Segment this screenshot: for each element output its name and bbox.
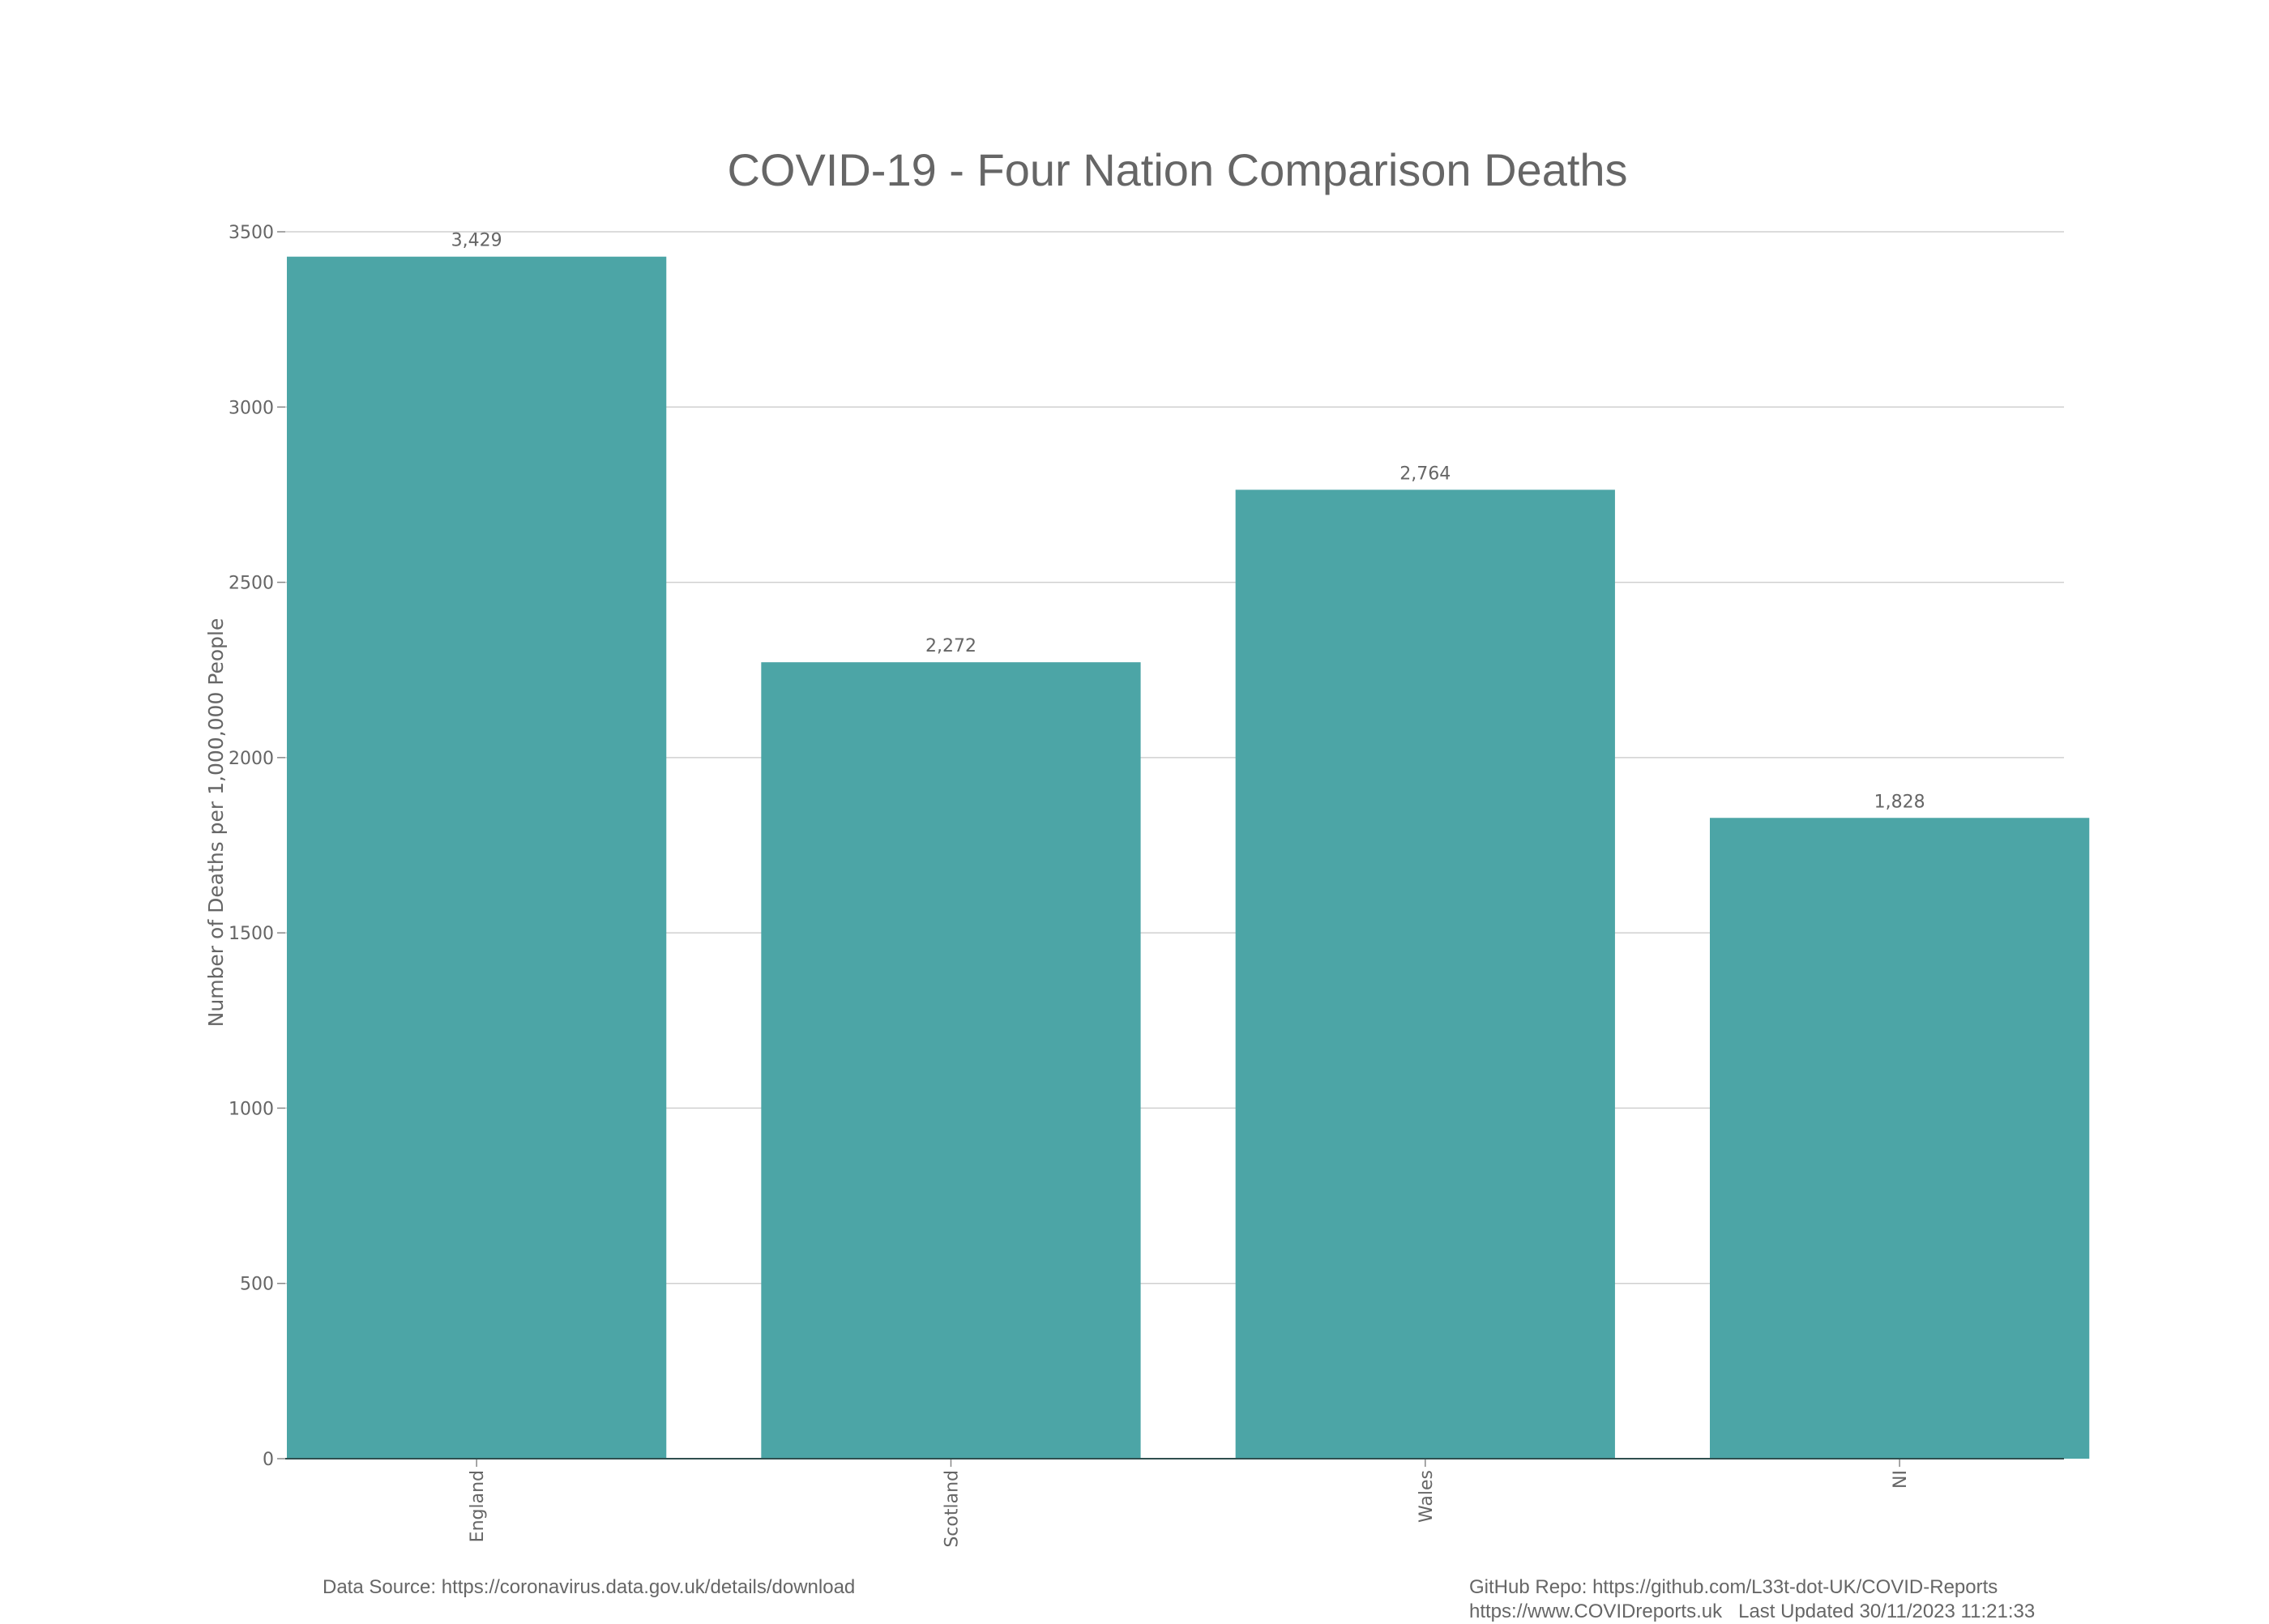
bar (287, 256, 667, 1459)
x-tick-label: Wales (1417, 1470, 1437, 1523)
bar (1710, 818, 2090, 1459)
bars: 3,429 2,272 2,764 1,828 (287, 231, 2090, 1459)
data-source-note: Data Source: https://coronavirus.data.go… (323, 1576, 856, 1598)
x-tick-label: England (468, 1470, 488, 1542)
x-tick-label: Scotland (942, 1470, 962, 1548)
y-tick-label: 2500 (229, 574, 274, 594)
data-label: 1,828 (1874, 792, 1925, 812)
y-tick-label: 3000 (229, 398, 274, 418)
y-tick-label: 1500 (229, 924, 274, 944)
y-tick-label: 1000 (229, 1099, 274, 1119)
y-tick-label: 3500 (229, 223, 274, 243)
x-tick-label: NI (1891, 1470, 1911, 1489)
y-tick-label: 2000 (229, 749, 274, 769)
data-label: 2,764 (1399, 464, 1451, 484)
y-tick-label: 500 (240, 1275, 274, 1295)
chart-title: COVID-19 - Four Nation Comparison Deaths (727, 144, 1627, 195)
bar (1235, 489, 1615, 1459)
data-label: 2,272 (925, 636, 976, 656)
github-repo-note: GitHub Repo: https://github.com/L33t-dot… (1469, 1576, 1998, 1598)
axes: 0 500 1000 1500 2000 2500 3000 3500 England Scotl… (229, 223, 2064, 1548)
y-axis-title: Number of Deaths per 1,000,000 People (204, 618, 228, 1028)
y-tick-label: 0 (263, 1450, 274, 1470)
data-label: 3,429 (451, 231, 502, 251)
site-updated-note: https://www.COVIDreports.uk Last Updated… (1469, 1600, 2036, 1622)
bar (761, 662, 1141, 1459)
